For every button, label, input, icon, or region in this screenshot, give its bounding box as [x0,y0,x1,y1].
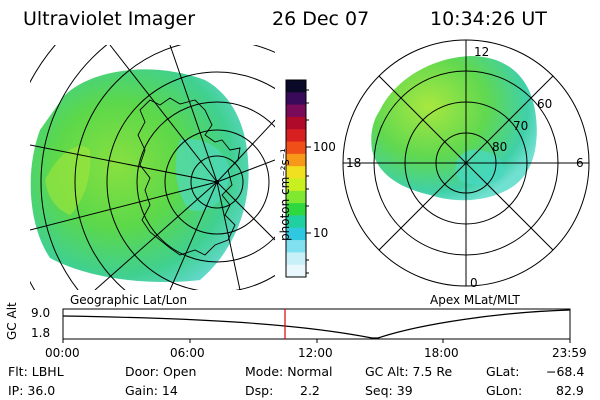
colorbar-segment [286,166,306,179]
mlt-label-dusk: 18 [346,156,362,170]
colorbar-segment [286,227,306,241]
mlat-label-60: 60 [537,97,553,111]
mlt-lines [343,40,589,286]
colorbar-segment [286,141,306,155]
polar-plot [342,39,590,287]
dsp-value: 2.2 [300,383,320,398]
colorbar-segment [286,153,306,167]
altitude-tick-label: 9.0 [31,306,51,320]
mlt-label-dawn: 6 [576,156,584,170]
colorbar-segment [286,264,306,278]
time-tick-label: 06:00 [170,346,205,360]
altitude-axis-label: GC Alt [5,302,19,340]
glat-value: −68.4 [546,364,585,379]
apex-panel-label: Apex MLat/MLT [430,293,520,307]
gc-alt-info: GC Alt: 7.5 Re [365,364,453,379]
colorbar-segment [286,203,306,216]
colorbar-segment [286,129,306,143]
time-tick-label: 18:00 [424,346,459,360]
colorbar [285,79,311,278]
door-info: Door: Open [125,364,197,379]
ip-info: IP: 36.0 [8,383,56,398]
colorbar-segment [286,92,306,106]
filter-info: Flt: LBHL [8,364,64,379]
glon-value: 82.9 [556,383,584,398]
mlt-label-noon: 12 [474,45,490,59]
gain-info: Gain: 14 [125,383,178,398]
instrument-title: Ultraviolet Imager [23,8,196,30]
dsp-label: Dsp: [245,383,274,398]
colorbar-segment [286,80,306,93]
mlat-label-80: 80 [492,140,508,154]
glon-label: GLon: [486,383,523,398]
glat-label: GLat: [486,364,520,379]
colorbar-tick-label: 10 [313,226,329,240]
seq-info: Seq: 39 [365,383,413,398]
colorbar-unit-label: photon cm⁻²s⁻¹ [278,148,292,241]
lat-circles [30,45,275,290]
colorbar-tick-label: 100 [313,140,336,154]
altitude-plot [62,308,571,343]
emission-patch [45,146,91,215]
geographic-panel-label: Geographic Lat/Lon [70,293,188,307]
colorbar-segment [286,240,306,253]
emission-patch [175,139,230,211]
time-tick-label: 23:59 [552,346,587,360]
geographic-image [30,45,275,290]
altitude-tick-label: 1.8 [31,326,51,340]
pole-marker [215,180,219,184]
colorbar-segment [286,104,306,118]
time-tick-label: 12:00 [298,346,333,360]
coastline [137,97,241,256]
image-time: 10:34:26 UT [430,8,547,30]
time-tick-label: 00:00 [45,346,80,360]
mlat-label-70: 70 [513,119,529,133]
colorbar-segment [286,190,306,204]
altitude-curve [62,309,571,339]
colorbar-segment [286,178,306,192]
lon-meridians [30,45,275,290]
colorbar-segment [286,215,306,229]
colorbar-segment [286,252,306,266]
image-date: 26 Dec 07 [272,8,370,30]
auroral-oval [371,56,537,201]
colorbar-segment [286,116,306,130]
mode-info: Mode: Normal [245,364,333,379]
mlt-label-midnight: 0 [470,276,478,290]
